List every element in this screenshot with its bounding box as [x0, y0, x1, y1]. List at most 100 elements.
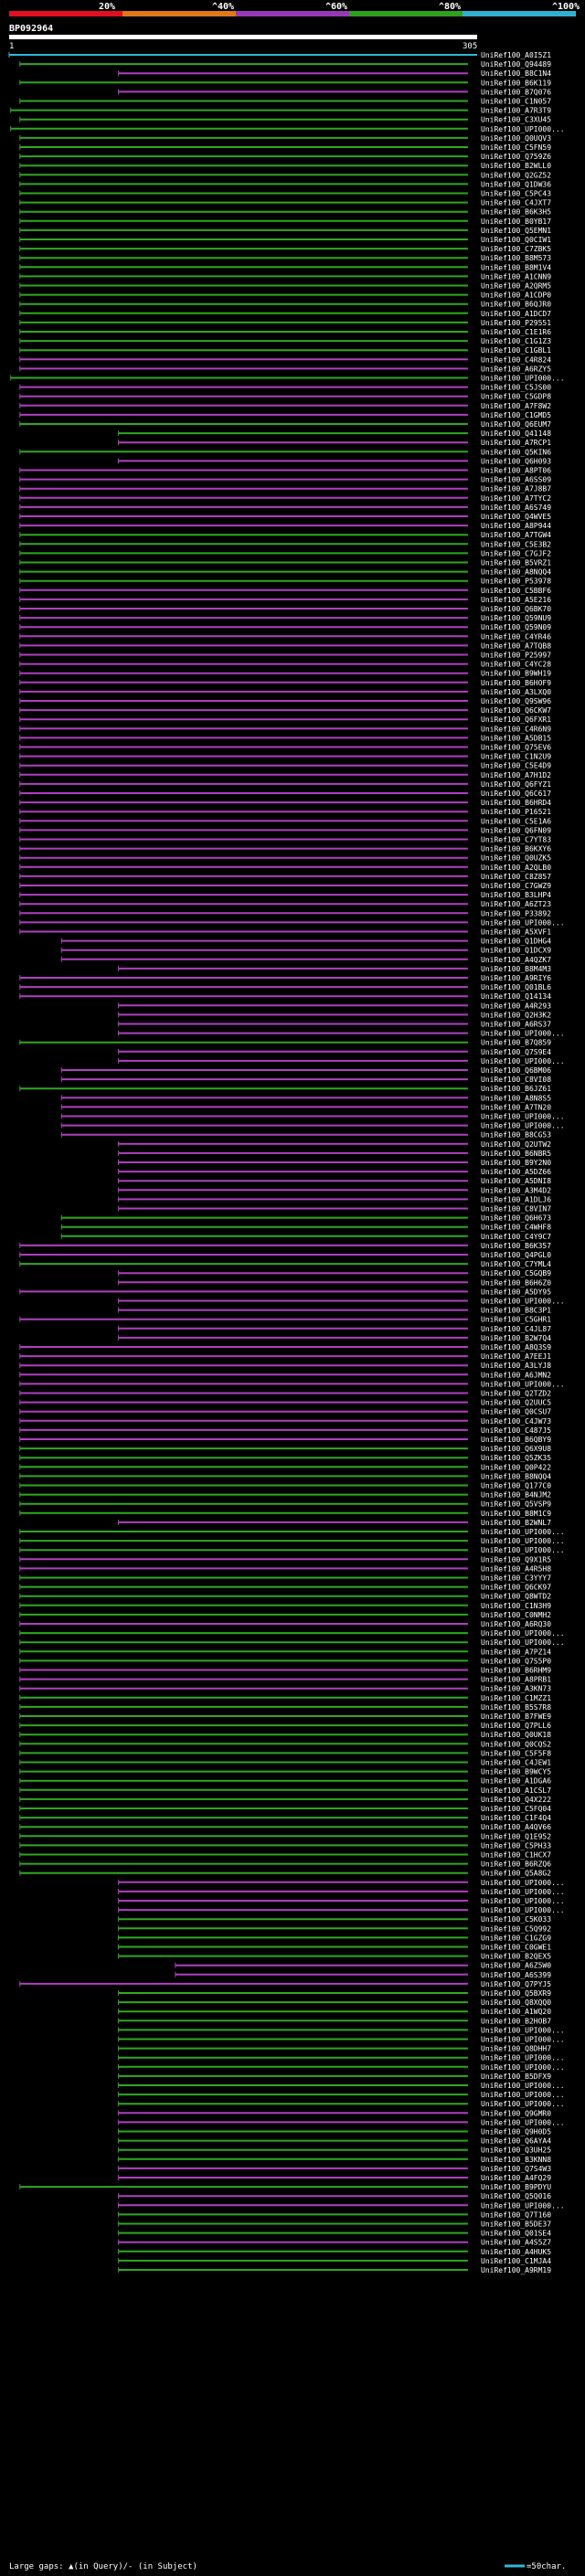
hit-label[interactable]: UniRef100_A1CDP0: [481, 292, 551, 300]
hit-label[interactable]: UniRef100_UPI000...: [481, 1629, 565, 1638]
hit-label[interactable]: UniRef100_Q0UZK5: [481, 854, 551, 863]
hit-label[interactable]: UniRef100_UPI000...: [481, 1537, 565, 1545]
hit-label[interactable]: UniRef100_A7PZ14: [481, 1648, 551, 1656]
hit-label[interactable]: UniRef100_Q6AYA4: [481, 2137, 551, 2146]
hit-label[interactable]: UniRef100_C1F4Q4: [481, 1814, 551, 1822]
hit-label[interactable]: UniRef100_UPI000...: [481, 2100, 565, 2108]
hit-label[interactable]: UniRef100_C5BBF6: [481, 587, 551, 595]
hit-label[interactable]: UniRef100_A5XVF1: [481, 928, 551, 937]
hit-label[interactable]: UniRef100_B6JZ61: [481, 1085, 551, 1093]
hit-label[interactable]: UniRef100_C5E4D9: [481, 762, 551, 770]
hit-label[interactable]: UniRef100_B6K357: [481, 1242, 551, 1250]
hit-label[interactable]: UniRef100_Q7T160: [481, 2210, 551, 2219]
hit-label[interactable]: UniRef100_P33892: [481, 909, 551, 917]
hit-label[interactable]: UniRef100_UPI000...: [481, 1888, 565, 1896]
hit-label[interactable]: UniRef100_Q5ZK35: [481, 1454, 551, 1462]
hit-label[interactable]: UniRef100_A1DGA6: [481, 1777, 551, 1786]
hit-label[interactable]: UniRef100_Q6H093: [481, 457, 551, 465]
hit-label[interactable]: UniRef100_UPI000...: [481, 1113, 565, 1121]
hit-label[interactable]: UniRef100_C8Z857: [481, 873, 551, 881]
hit-label[interactable]: UniRef100_A1DLJ6: [481, 1195, 551, 1203]
hit-label[interactable]: UniRef100_Q4PGL0: [481, 1251, 551, 1259]
hit-label[interactable]: UniRef100_C5E3B2: [481, 540, 551, 548]
hit-label[interactable]: UniRef100_A1WQ20: [481, 2008, 551, 2016]
hit-label[interactable]: UniRef100_C0GWE1: [481, 1944, 551, 1952]
hit-label[interactable]: UniRef100_A6ZT23: [481, 900, 551, 908]
hit-label[interactable]: UniRef100_B6NBR5: [481, 1150, 551, 1158]
hit-label[interactable]: UniRef100_Q9SW96: [481, 697, 551, 705]
hit-label[interactable]: UniRef100_A9RIY6: [481, 974, 551, 982]
hit-label[interactable]: UniRef100_B6KXY6: [481, 845, 551, 853]
hit-label[interactable]: UniRef100_C1MJA4: [481, 2257, 551, 2265]
hit-label[interactable]: UniRef100_B8NQQ4: [481, 1472, 551, 1480]
hit-label[interactable]: UniRef100_B8C3P1: [481, 1307, 551, 1315]
hit-label[interactable]: UniRef100_C7GWZ9: [481, 882, 551, 890]
hit-label[interactable]: UniRef100_Q2H3K2: [481, 1011, 551, 1019]
hit-label[interactable]: UniRef100_A7RCP1: [481, 439, 551, 447]
hit-label[interactable]: UniRef100_A6RQ30: [481, 1620, 551, 1628]
hit-label[interactable]: UniRef100_C1N057: [481, 98, 551, 106]
hit-label[interactable]: UniRef100_C0NMH2: [481, 1611, 551, 1619]
hit-label[interactable]: UniRef100_C5JS00: [481, 384, 551, 392]
hit-label[interactable]: UniRef100_Q41148: [481, 429, 551, 438]
hit-label[interactable]: UniRef100_C1G1Z3: [481, 337, 551, 345]
hit-label[interactable]: UniRef100_P25997: [481, 652, 551, 660]
hit-label[interactable]: UniRef100_UPI000...: [481, 2118, 565, 2126]
hit-label[interactable]: UniRef100_C5Q992: [481, 1924, 551, 1933]
hit-label[interactable]: UniRef100_UPI000...: [481, 918, 565, 927]
hit-label[interactable]: UniRef100_A3LYJ8: [481, 1362, 551, 1370]
hit-label[interactable]: UniRef100_B2WNL7: [481, 1519, 551, 1527]
hit-label[interactable]: UniRef100_B6H6Z0: [481, 1278, 551, 1287]
hit-label[interactable]: UniRef100_UPI000...: [481, 1057, 565, 1065]
hit-label[interactable]: UniRef100_B9Y2N0: [481, 1159, 551, 1167]
hit-label[interactable]: UniRef100_Q3UH25: [481, 2147, 551, 2155]
hit-label[interactable]: UniRef100_UPI000...: [481, 1906, 565, 1914]
hit-label[interactable]: UniRef100_Q177C0: [481, 1482, 551, 1490]
hit-label[interactable]: UniRef100_UPI000...: [481, 1638, 565, 1647]
hit-label[interactable]: UniRef100_Q8WTD2: [481, 1593, 551, 1601]
hit-label[interactable]: UniRef100_A3LXQ0: [481, 688, 551, 696]
hit-label[interactable]: UniRef100_A4HUK5: [481, 2248, 551, 2256]
hit-label[interactable]: UniRef100_UPI000...: [481, 2026, 565, 2034]
hit-label[interactable]: UniRef100_A6RS37: [481, 1021, 551, 1029]
hit-label[interactable]: UniRef100_C5FN59: [481, 143, 551, 152]
hit-label[interactable]: UniRef100_B9PDYU: [481, 2183, 551, 2191]
hit-label[interactable]: UniRef100_A4R5H8: [481, 1564, 551, 1573]
hit-label[interactable]: UniRef100_C7YT83: [481, 836, 551, 844]
hit-label[interactable]: UniRef100_Q5A8G2: [481, 1870, 551, 1878]
hit-label[interactable]: UniRef100_A7H1D2: [481, 771, 551, 779]
hit-label[interactable]: UniRef100_Q6FYZ1: [481, 780, 551, 789]
hit-label[interactable]: UniRef100_A5E216: [481, 596, 551, 604]
hit-label[interactable]: UniRef100_C7GJF2: [481, 549, 551, 557]
hit-label[interactable]: UniRef100_A4QZK7: [481, 956, 551, 964]
hit-label[interactable]: UniRef100_Q7PLL6: [481, 1722, 551, 1730]
hit-label[interactable]: UniRef100_Q6FN09: [481, 826, 551, 834]
hit-label[interactable]: UniRef100_UPI000...: [481, 2036, 565, 2044]
hit-label[interactable]: UniRef100_A4R293: [481, 1002, 551, 1010]
hit-label[interactable]: UniRef100_C5E1A6: [481, 817, 551, 825]
hit-label[interactable]: UniRef100_C4R6N9: [481, 725, 551, 733]
hit-label[interactable]: UniRef100_B0YB17: [481, 217, 551, 226]
hit-label[interactable]: UniRef100_Q6C617: [481, 790, 551, 798]
hit-label[interactable]: UniRef100_B6QJR0: [481, 301, 551, 309]
hit-label[interactable]: UniRef100_B8M4M3: [481, 965, 551, 973]
hit-label[interactable]: UniRef100_B2WLL0: [481, 162, 551, 170]
hit-label[interactable]: UniRef100_A8PRB1: [481, 1676, 551, 1684]
hit-label[interactable]: UniRef100_B8C1N4: [481, 69, 551, 78]
hit-label[interactable]: UniRef100_A5DB15: [481, 734, 551, 742]
hit-label[interactable]: UniRef100_B8M573: [481, 254, 551, 262]
hit-label[interactable]: UniRef100_Q5BXR9: [481, 1989, 551, 1998]
hit-label[interactable]: UniRef100_B8M1V4: [481, 263, 551, 271]
hit-label[interactable]: UniRef100_B2HOB7: [481, 2017, 551, 2025]
hit-label[interactable]: UniRef100_B6K3H5: [481, 208, 551, 217]
hit-label[interactable]: UniRef100_Q1E952: [481, 1832, 551, 1840]
hit-label[interactable]: UniRef100_UPI000...: [481, 1546, 565, 1554]
hit-label[interactable]: UniRef100_B2W7Q4: [481, 1334, 551, 1342]
hit-label[interactable]: UniRef100_A6S399: [481, 1971, 551, 1979]
hit-label[interactable]: UniRef100_Q0P422: [481, 1463, 551, 1471]
hit-label[interactable]: UniRef100_A7J8B7: [481, 485, 551, 493]
hit-label[interactable]: UniRef100_A3KN73: [481, 1685, 551, 1693]
hit-label[interactable]: UniRef100_Q0CIW1: [481, 236, 551, 244]
hit-label[interactable]: UniRef100_B4NJM2: [481, 1491, 551, 1500]
hit-label[interactable]: UniRef100_C1GMD5: [481, 411, 551, 419]
